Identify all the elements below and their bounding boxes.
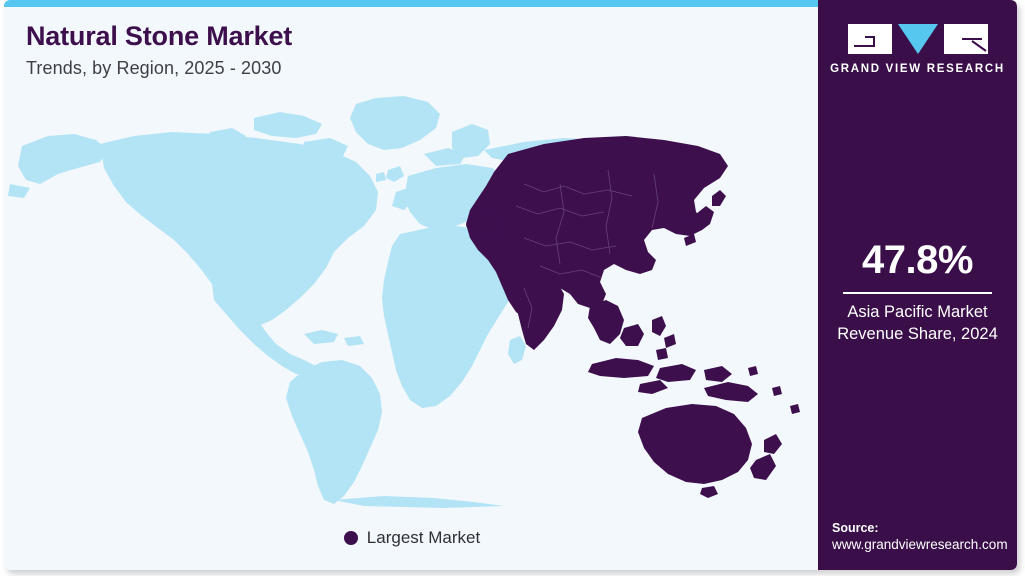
country-borders	[515, 169, 659, 329]
border-line-8	[523, 287, 533, 329]
pacific-islands-shape	[748, 366, 800, 414]
japan-shape	[684, 190, 726, 246]
stat-caption: Asia Pacific Market Revenue Share, 2024	[818, 302, 1017, 346]
africa-shape	[382, 226, 520, 408]
page-subtitle: Trends, by Region, 2025 - 2030	[26, 58, 282, 79]
border-line-5	[555, 183, 565, 265]
caribbean-islands-shape	[304, 330, 364, 346]
arabian-boundary-shape	[466, 210, 504, 240]
logo-v-triangle-icon	[897, 24, 938, 54]
logo-wordmark: GRAND VIEW RESEARCH	[830, 63, 1005, 75]
antarctica-hint-shape	[334, 496, 504, 508]
british-isles-shape	[376, 166, 404, 182]
grand-view-research-logo-icon	[847, 24, 988, 54]
world-map	[4, 88, 820, 508]
logo-g-mark-icon	[847, 24, 892, 54]
tasmania-shape	[700, 486, 718, 498]
madagascar-shape	[508, 336, 526, 364]
new-zealand-shape	[750, 434, 782, 480]
korea-shape	[678, 208, 692, 224]
header: Natural Stone Market Trends, by Region, …	[26, 20, 626, 79]
filled-circle-icon	[343, 531, 358, 545]
asia-pacific-highlight	[466, 136, 800, 498]
australia-shape	[638, 404, 752, 484]
source-label: Source:	[832, 521, 879, 535]
map-legend: Largest Market	[4, 528, 820, 548]
brand-logo: GRAND VIEW RESEARCH	[818, 24, 1017, 75]
legend-label: Largest Market	[366, 528, 481, 547]
philippines-shape	[652, 316, 676, 360]
page-title: Natural Stone Market	[26, 21, 293, 51]
asia-mainland-shape	[466, 136, 728, 320]
source-url[interactable]: www.grandviewresearch.com	[832, 537, 1008, 552]
border-line-7	[651, 173, 659, 229]
source-block: Source: www.grandviewresearch.com	[832, 521, 1017, 552]
logo-r-mark-icon	[943, 24, 988, 54]
stat-value: 47.8%	[862, 238, 973, 282]
border-line-3	[523, 237, 617, 251]
indonesia-shape	[588, 358, 732, 394]
scandinavia-shape	[452, 124, 490, 158]
top-accent-stripe	[4, 0, 818, 7]
mexico-central-america-shape	[212, 284, 316, 376]
border-line-2	[515, 205, 605, 217]
stat-block: 47.8% Asia Pacific Market Revenue Share,…	[818, 238, 1017, 346]
new-guinea-shape	[704, 382, 758, 402]
greenland-shape	[350, 96, 440, 150]
infographic-card: Natural Stone Market Trends, by Region, …	[4, 0, 1017, 570]
border-line-6	[605, 169, 613, 255]
stat-divider	[843, 292, 992, 294]
stat-caption-line-2: Revenue Share, 2024	[837, 324, 998, 343]
world-map-svg	[4, 88, 820, 508]
border-line-4	[539, 265, 603, 279]
side-panel: GRAND VIEW RESEARCH 47.8% Asia Pacific M…	[818, 0, 1017, 570]
north-america-shape	[100, 132, 378, 326]
south-america-shape	[286, 360, 382, 504]
border-line-1	[523, 183, 633, 197]
southeast-asia-shape	[588, 300, 644, 346]
stat-caption-line-1: Asia Pacific Market	[847, 303, 988, 321]
alaska-shape	[8, 134, 108, 198]
india-shape	[516, 274, 564, 350]
